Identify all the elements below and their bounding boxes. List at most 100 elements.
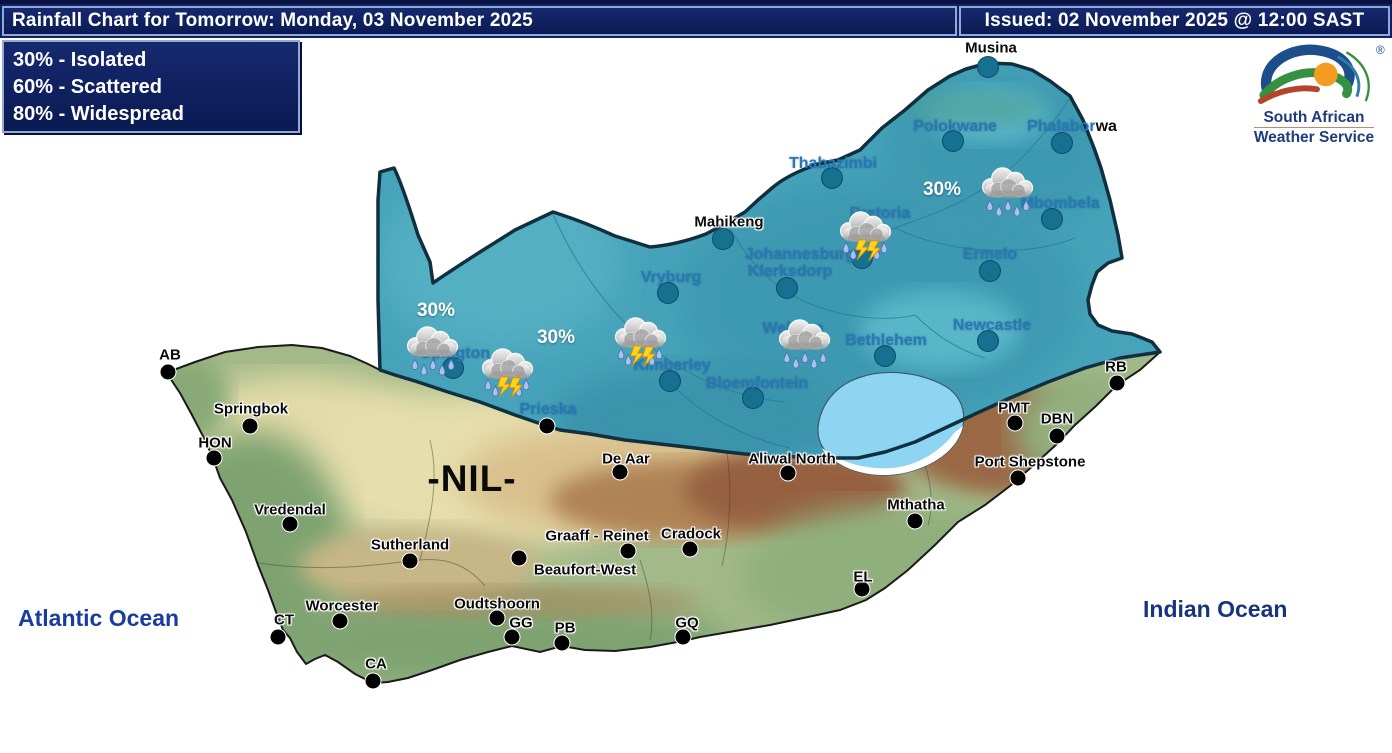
city-dot: [942, 130, 964, 152]
coverage-legend: 30% - Isolated 60% - Scattered 80% - Wid…: [2, 40, 300, 133]
saws-logo-swoosh-icon: ®: [1257, 43, 1385, 104]
city-dot: [538, 417, 556, 435]
lesotho-outside-rain: [822, 426, 963, 476]
city-label: DBN: [1040, 410, 1074, 428]
legend-item-scattered: 60% - Scattered: [13, 76, 162, 98]
city-label: HON: [198, 434, 232, 452]
city-label: Graaff - Reinet: [545, 527, 649, 545]
city-label: Cradock: [660, 525, 722, 543]
rain-cloud-icon: [979, 164, 1037, 223]
thunderstorm-icon: [837, 208, 895, 267]
header-issued-box: Issued: 02 November 2025 @ 12:00 SAST: [959, 6, 1390, 36]
city-label: Beaufort-West: [533, 561, 637, 579]
city-label: CT: [274, 611, 294, 629]
city-dot: [205, 449, 223, 467]
city-dot: [979, 260, 1001, 282]
city-label: PB: [554, 619, 576, 637]
saws-logo: ® South African Weather Service: [1240, 42, 1388, 146]
city-dot: [1048, 427, 1066, 445]
city-dot: [503, 628, 521, 646]
city-dot: [742, 387, 764, 409]
city-dot: [553, 634, 571, 652]
city-dot: [977, 330, 999, 352]
city-dot: [159, 363, 177, 381]
city-label: Phalaborwa: [1027, 118, 1117, 135]
city-dot: [401, 552, 419, 570]
coverage-percentage-label: 30%: [416, 300, 456, 321]
city-label: PMT: [998, 399, 1030, 417]
city-dot: [510, 549, 528, 567]
city-dot: [853, 580, 871, 598]
city-label: Ermelo: [962, 246, 1018, 263]
header-bar: Rainfall Chart for Tomorrow: Monday, 03 …: [0, 4, 1392, 38]
city-label: AB: [159, 346, 181, 364]
city-label: GG: [509, 614, 533, 632]
city-dot: [659, 370, 681, 392]
city-label: Bethlehem: [845, 332, 927, 349]
city-label: Vryburg: [640, 269, 702, 286]
logo-rule: [1254, 127, 1374, 128]
city-label: Bloemfontein: [705, 375, 809, 392]
nil-rainfall-label: -NIL-: [427, 458, 517, 499]
city-dot: [611, 463, 629, 481]
city-label: Sutherland: [370, 536, 450, 554]
thunderstorm-icon: [612, 314, 670, 373]
indian-ocean-label: Indian Ocean: [1143, 596, 1288, 622]
city-label: Aliwal North: [748, 450, 836, 468]
city-dot: [619, 542, 637, 560]
logo-name-line1: South African: [1263, 109, 1365, 126]
city-label: Oudtshoorn: [454, 595, 540, 613]
city-dot: [281, 515, 299, 533]
city-label: Vredendal: [254, 501, 326, 519]
city-label: CA: [365, 655, 387, 673]
city-dot: [681, 540, 699, 558]
rain-region-boundary: [376, 61, 1162, 460]
issued-timestamp: Issued: 02 November 2025 @ 12:00 SAST: [984, 10, 1365, 31]
logo-name-line2: Weather Service: [1253, 129, 1375, 146]
city-dot: [821, 167, 843, 189]
registered-mark: ®: [1376, 43, 1385, 57]
city-label: EL: [853, 568, 873, 586]
atlantic-ocean-label: Atlantic Ocean: [18, 605, 180, 631]
city-dot: [874, 345, 896, 367]
city-dot: [1108, 374, 1126, 392]
page-title: Rainfall Chart for Tomorrow: Monday, 03 …: [12, 10, 533, 31]
legend-item-widespread: 80% - Widespread: [13, 103, 184, 125]
city-label: Mthatha: [887, 496, 945, 514]
coverage-percentage-label: 30%: [536, 327, 576, 348]
city-dot: [1006, 414, 1024, 432]
city-label: Johannesburg: [744, 246, 856, 263]
city-dot: [779, 464, 797, 482]
top-strip: [0, 0, 1392, 4]
legend-item-isolated: 30% - Isolated: [13, 49, 147, 71]
city-dot: [1041, 208, 1063, 230]
city-dot: [776, 277, 798, 299]
city-label: Musina: [965, 39, 1017, 57]
city-dot: [712, 228, 734, 250]
header-title-box: Rainfall Chart for Tomorrow: Monday, 03 …: [2, 6, 957, 36]
city-label: Springbok: [213, 400, 289, 418]
coverage-percentage-label: 30%: [922, 179, 962, 200]
city-dot: [269, 628, 287, 646]
thunderstorm-icon: [479, 345, 537, 404]
city-dot: [364, 672, 382, 690]
rain-cloud-icon: [776, 316, 834, 375]
city-label: Worcester: [305, 597, 379, 615]
city-dot: [1051, 132, 1073, 154]
city-label: Mahikeng: [694, 213, 764, 231]
city-label: RB: [1105, 358, 1127, 376]
city-label: Mbombela: [1020, 195, 1100, 212]
rain-cloud-icon: [404, 323, 462, 382]
city-label: Port Shepstone: [974, 453, 1086, 471]
city-dot: [488, 609, 506, 627]
city-label: GQ: [675, 614, 699, 632]
city-dot: [657, 282, 679, 304]
city-dot: [977, 56, 999, 78]
city-label: Prieska: [519, 401, 577, 418]
city-label: De Aar: [602, 450, 650, 468]
city-dot: [331, 612, 349, 630]
city-dot: [674, 628, 692, 646]
